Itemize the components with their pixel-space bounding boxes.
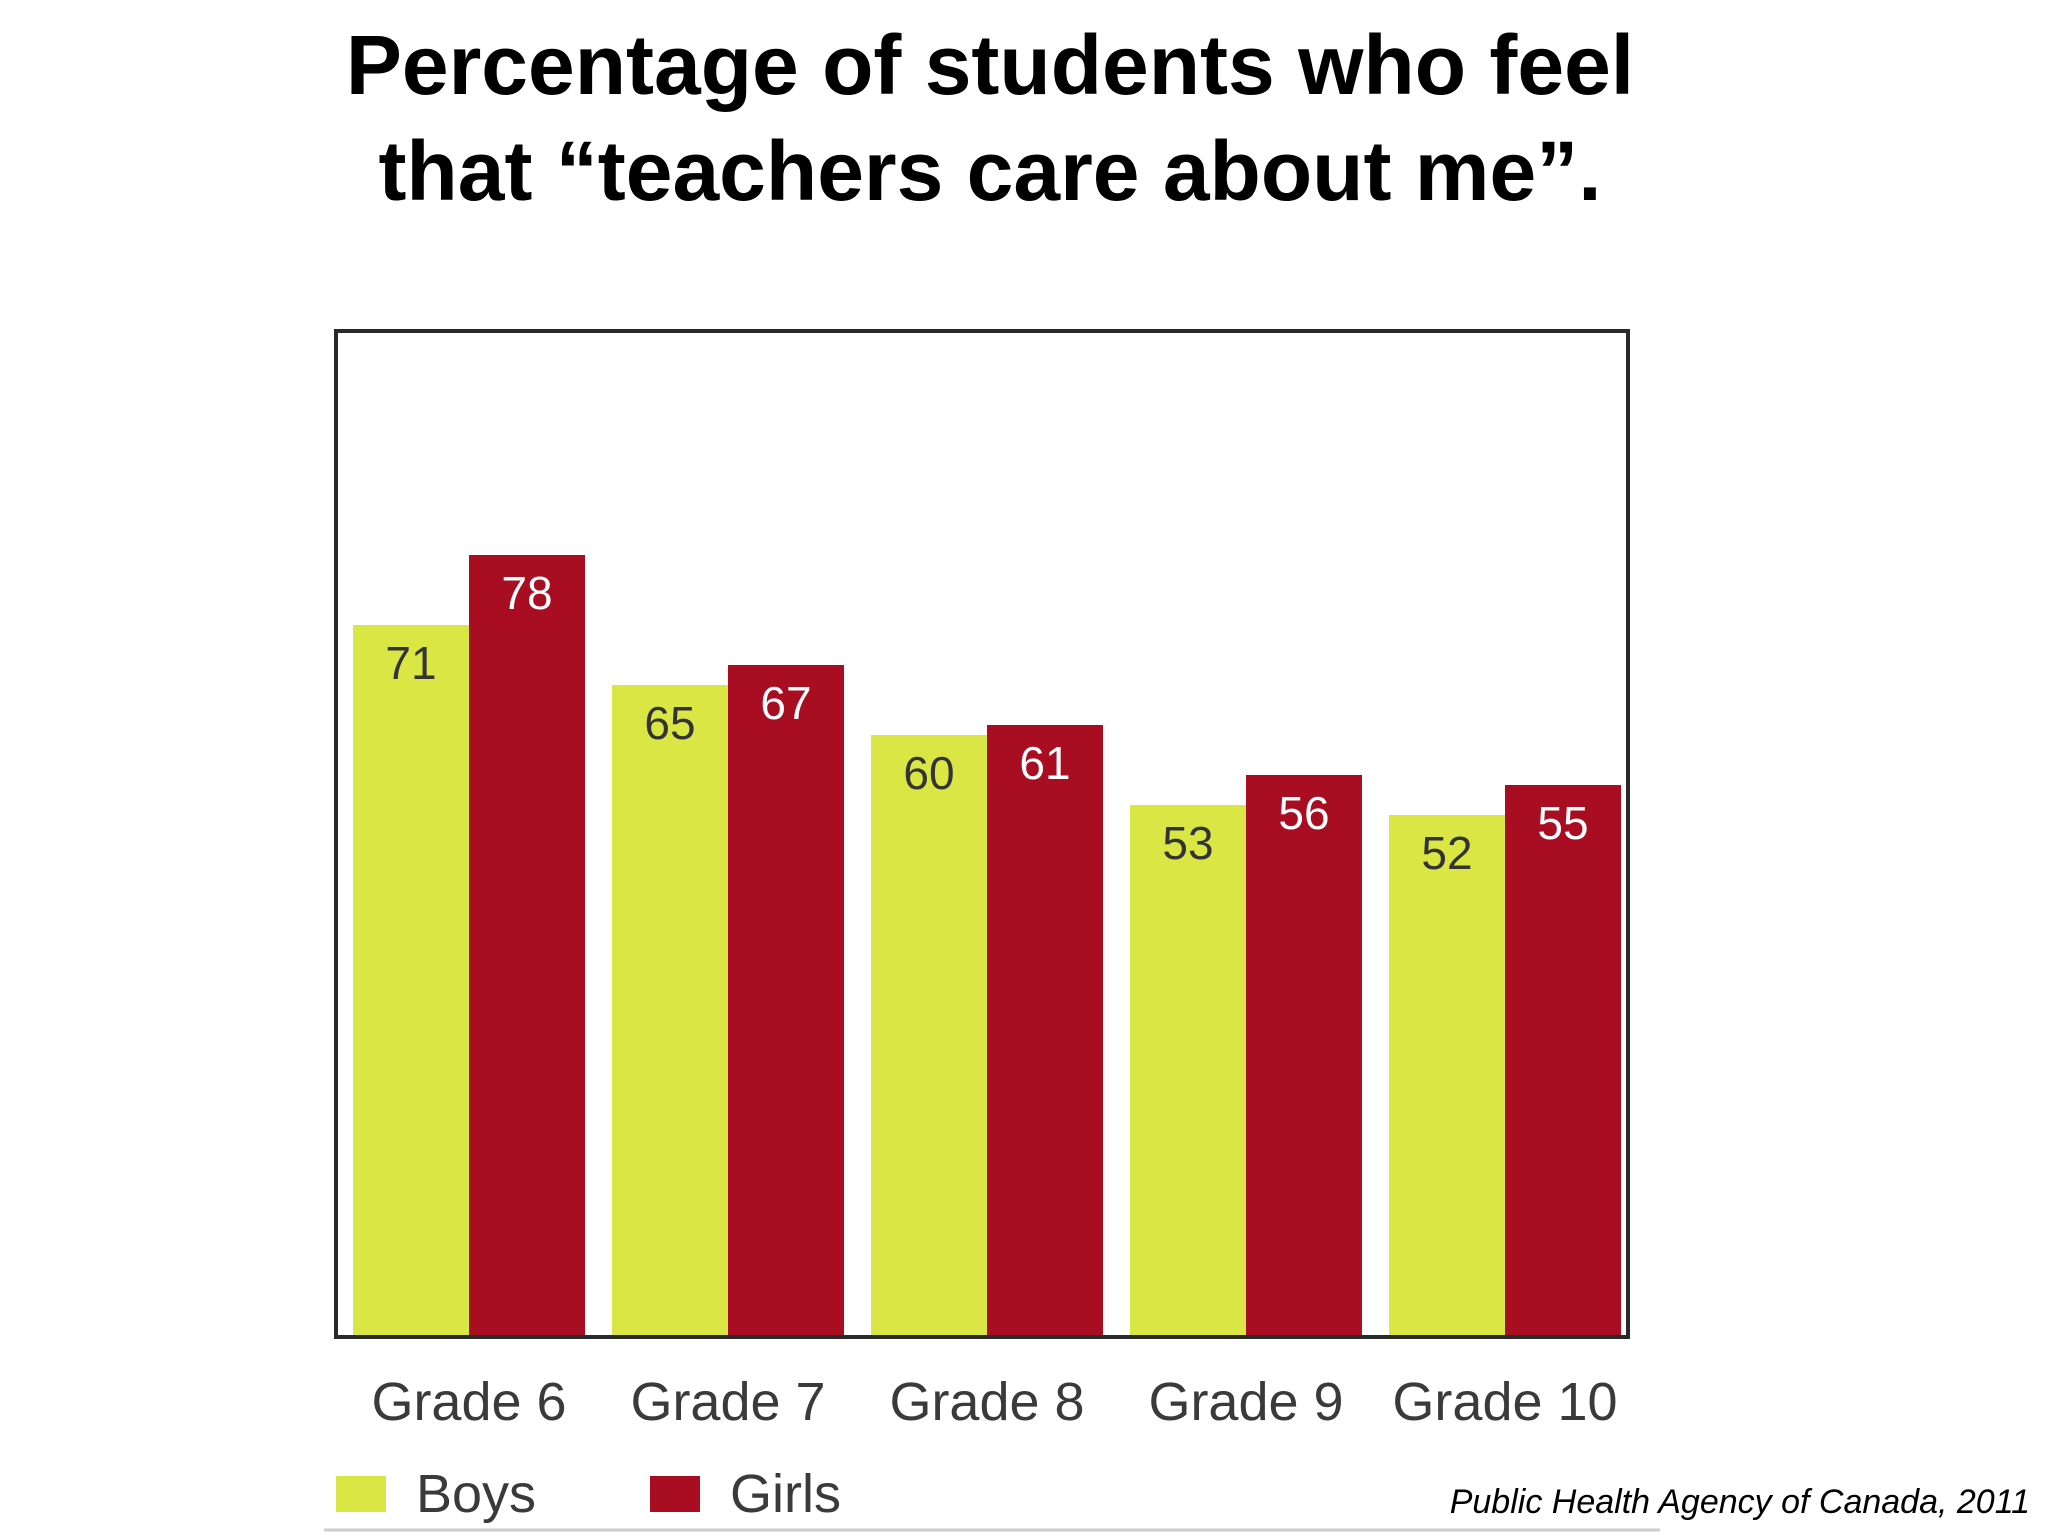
legend-swatch-boys [336, 1476, 386, 1512]
source-citation: Public Health Agency of Canada, 2011 [1449, 1483, 2030, 1521]
data-label-girls-grade-9: 56 [1278, 787, 1329, 839]
data-label-girls-grade-7: 67 [760, 677, 811, 729]
bar-girls-grade-9 [1246, 775, 1362, 1335]
legend-label-girls: Girls [730, 1464, 841, 1524]
bar-girls-grade-10 [1505, 785, 1621, 1335]
x-tick-label-grade-9: Grade 9 [1148, 1372, 1343, 1432]
data-label-girls-grade-6: 78 [501, 567, 552, 619]
bar-girls-grade-6 [469, 555, 585, 1335]
data-label-boys-grade-8: 60 [903, 747, 954, 799]
x-tick-label-grade-7: Grade 7 [630, 1372, 825, 1432]
bar-boys-grade-7 [612, 685, 728, 1335]
data-label-girls-grade-8: 61 [1019, 737, 1070, 789]
bar-boys-grade-10 [1389, 815, 1505, 1335]
data-label-girls-grade-10: 55 [1537, 797, 1588, 849]
bar-boys-grade-8 [871, 735, 987, 1335]
x-tick-label-grade-6: Grade 6 [371, 1372, 566, 1432]
bar-boys-grade-9 [1130, 805, 1246, 1335]
legend-label-boys: Boys [416, 1464, 536, 1524]
x-tick-label-grade-8: Grade 8 [889, 1372, 1084, 1432]
bar-girls-grade-7 [728, 665, 844, 1335]
bar-girls-grade-8 [987, 725, 1103, 1335]
legend-swatch-girls [650, 1476, 700, 1512]
bar-boys-grade-6 [353, 625, 469, 1335]
x-tick-label-grade-10: Grade 10 [1392, 1372, 1617, 1432]
chart-title: Percentage of students who feel that “te… [345, 18, 1635, 218]
data-label-boys-grade-10: 52 [1421, 827, 1472, 879]
data-label-boys-grade-7: 65 [644, 697, 695, 749]
data-label-boys-grade-9: 53 [1162, 817, 1213, 869]
data-label-boys-grade-6: 71 [385, 637, 436, 689]
